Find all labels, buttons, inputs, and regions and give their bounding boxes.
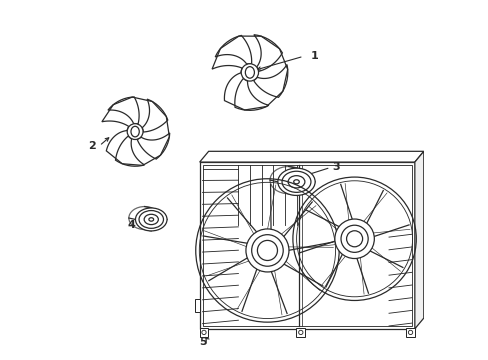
- Circle shape: [257, 240, 277, 261]
- Circle shape: [346, 231, 362, 247]
- Text: 3: 3: [331, 162, 339, 172]
- Ellipse shape: [135, 208, 167, 231]
- Ellipse shape: [131, 126, 139, 137]
- Text: 5: 5: [199, 337, 206, 347]
- Text: 1: 1: [310, 51, 318, 61]
- Text: 4: 4: [127, 220, 135, 230]
- Bar: [406, 328, 414, 337]
- Ellipse shape: [241, 64, 258, 81]
- Ellipse shape: [245, 67, 254, 78]
- Circle shape: [245, 229, 288, 272]
- Bar: [195, 299, 200, 312]
- Ellipse shape: [127, 124, 142, 139]
- Polygon shape: [414, 151, 423, 329]
- Ellipse shape: [277, 168, 314, 195]
- Circle shape: [334, 219, 374, 258]
- Text: 2: 2: [88, 141, 96, 151]
- Bar: [199, 328, 208, 337]
- Circle shape: [340, 225, 367, 252]
- Circle shape: [251, 235, 283, 266]
- Bar: [296, 328, 305, 337]
- Polygon shape: [199, 151, 423, 162]
